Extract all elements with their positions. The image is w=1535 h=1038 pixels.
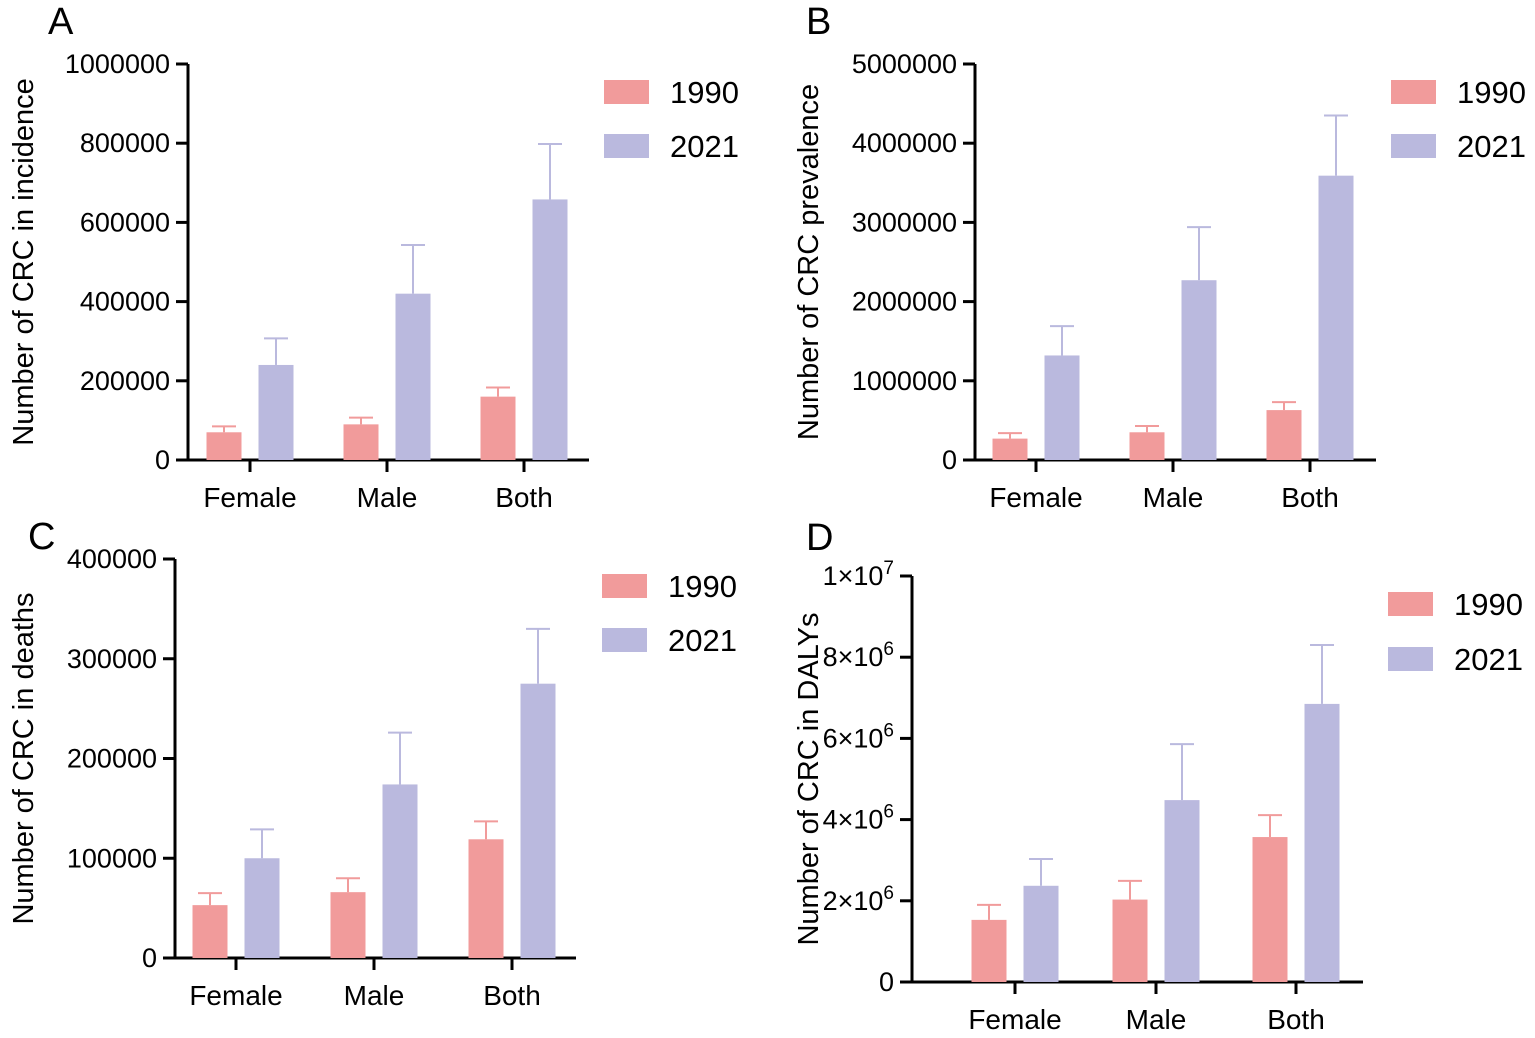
panel-a-legend-label-2021: 2021: [670, 129, 739, 164]
panel-c-legend-swatch-1990: [602, 574, 647, 598]
panel-b: B Number of CRC prevalence 0 1000000 2000000…: [793, 1, 1526, 513]
panel-b-y-tick-label: 5000000: [852, 49, 957, 79]
panel-b-y-tick-label: 1000000: [852, 366, 957, 396]
panel-a-y-tick-label: 200000: [80, 366, 170, 396]
panel-c-legend-label-1990: 1990: [668, 569, 737, 604]
panel-b-letter: B: [806, 1, 831, 43]
panel-a-letter: A: [48, 1, 74, 43]
panel-d-bar-1990-both: [1252, 837, 1288, 982]
panel-d: D Number of CRC in DALYs 0 2×106 4×106 6×106 8…: [793, 517, 1523, 1035]
panel-c-category-label-male: Male: [344, 980, 405, 1011]
panel-b-legend-label-2021: 2021: [1457, 129, 1526, 164]
panel-d-category-label-both: Both: [1267, 1004, 1325, 1035]
panel-c-bar-2021-male: [382, 784, 418, 958]
panel-c: C Number of CRC in deaths 0 100000 200000 300…: [8, 516, 737, 1011]
panel-d-legend-swatch-1990: [1388, 592, 1433, 616]
panel-a-bar-2021-female: [258, 364, 294, 460]
panel-a-legend-label-1990: 1990: [670, 75, 739, 110]
panel-a-bar-2021-male: [395, 293, 431, 460]
panel-a-y-tick-label: 0: [155, 445, 170, 475]
panel-b-category-label-male: Male: [1143, 482, 1204, 513]
panel-a-bar-1990-male: [343, 424, 379, 460]
panel-c-y-tick-label: 100000: [67, 843, 157, 873]
panel-d-bar-1990-female: [971, 919, 1007, 982]
panel-a: A Number of CRC in incidence 0 200000 400000…: [8, 1, 739, 513]
panel-a-y-tick-label: 600000: [80, 207, 170, 237]
panel-d-y-tick-label: 0: [879, 967, 894, 997]
panel-a-y-axis-title: Number of CRC in incidence: [8, 78, 40, 445]
panel-c-y-tick-label: 400000: [67, 544, 157, 574]
panel-d-y-axis-title: Number of CRC in DALYs: [793, 612, 825, 945]
panel-a-y-tick-label: 400000: [80, 287, 170, 317]
panel-b-legend-swatch-2021: [1391, 134, 1436, 158]
panel-a-category-label-both: Both: [495, 482, 553, 513]
panel-a-bar-1990-both: [480, 396, 516, 460]
panel-b-y-tick-label: 4000000: [852, 128, 957, 158]
panel-c-bar-2021-both: [520, 683, 556, 958]
panel-d-y-tick-label: 2×106: [823, 883, 894, 916]
panel-c-bar-1990-both: [468, 839, 504, 958]
panel-c-legend-swatch-2021: [602, 628, 647, 652]
panel-c-y-tick-label: 0: [142, 943, 157, 973]
panel-d-legend-swatch-2021: [1388, 647, 1433, 671]
panel-a-legend-swatch-2021: [604, 134, 649, 158]
panel-b-bar-1990-both: [1266, 410, 1302, 460]
panel-c-bar-2021-female: [244, 858, 280, 958]
panel-d-category-label-female: Female: [968, 1004, 1061, 1035]
panel-a-legend-swatch-1990: [604, 80, 649, 104]
panel-d-y-tick-label: 4×106: [823, 802, 894, 835]
panel-d-legend-label-1990: 1990: [1454, 587, 1523, 622]
panel-b-bar-2021-female: [1044, 355, 1080, 460]
panel-b-bar-1990-female: [992, 438, 1028, 460]
panel-a-y-tick-label: 800000: [80, 128, 170, 158]
panel-b-legend-swatch-1990: [1391, 80, 1436, 104]
panel-c-bar-1990-female: [192, 905, 228, 958]
panel-a-category-label-female: Female: [203, 482, 296, 513]
panel-a-category-label-male: Male: [357, 482, 418, 513]
panel-b-bar-1990-male: [1129, 432, 1165, 460]
panel-d-legend-label-2021: 2021: [1454, 642, 1523, 677]
panel-c-y-tick-label: 200000: [67, 744, 157, 774]
panel-d-bar-2021-female: [1023, 885, 1059, 982]
panel-a-bar-1990-female: [206, 432, 242, 460]
panel-b-bar-2021-male: [1181, 280, 1217, 460]
panel-d-letter: D: [806, 517, 833, 559]
panel-c-letter: C: [28, 516, 55, 558]
panel-c-y-axis-title: Number of CRC in deaths: [8, 592, 40, 924]
panel-c-legend-label-2021: 2021: [668, 623, 737, 658]
panel-a-y-tick-label: 1000000: [65, 49, 170, 79]
panel-b-category-label-both: Both: [1281, 482, 1339, 513]
panel-c-y-tick-label: 300000: [67, 644, 157, 674]
panel-c-category-label-female: Female: [189, 980, 282, 1011]
panel-b-bar-2021-both: [1318, 175, 1354, 460]
panel-a-bar-2021-both: [532, 199, 568, 460]
panel-d-bar-2021-both: [1304, 703, 1340, 982]
panel-b-legend-label-1990: 1990: [1457, 75, 1526, 110]
panel-b-category-label-female: Female: [989, 482, 1082, 513]
panel-b-y-tick-label: 2000000: [852, 287, 957, 317]
panel-b-y-tick-label: 3000000: [852, 207, 957, 237]
panel-d-category-label-male: Male: [1126, 1004, 1187, 1035]
panel-d-bar-1990-male: [1112, 899, 1148, 982]
panel-d-bar-2021-male: [1164, 800, 1200, 982]
panel-d-y-tick-label: 6×106: [823, 720, 894, 753]
panel-b-y-tick-label: 0: [942, 445, 957, 475]
panel-c-bar-1990-male: [330, 892, 366, 958]
panel-c-category-label-both: Both: [483, 980, 541, 1011]
panel-d-y-tick-label: 1×107: [823, 558, 894, 591]
panel-b-y-axis-title: Number of CRC prevalence: [793, 84, 825, 440]
panel-d-y-tick-label: 8×106: [823, 639, 894, 672]
